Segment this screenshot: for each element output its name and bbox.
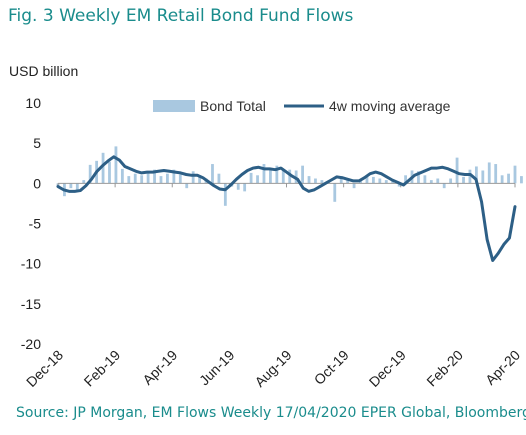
bar-bond-total xyxy=(288,169,292,184)
y-tick-label: -15 xyxy=(21,296,41,312)
chart-legend: Bond Total 4w moving average xyxy=(153,98,451,114)
source-note: Source: JP Morgan, EM Flows Weekly 17/04… xyxy=(16,405,526,421)
bar-bond-total xyxy=(114,146,118,184)
bar-bond-total xyxy=(474,166,478,184)
bar-bond-total xyxy=(108,161,111,184)
x-tick-label: Aug-19 xyxy=(251,347,294,390)
bar-bond-total xyxy=(429,180,433,184)
bond-total-bars xyxy=(56,146,523,206)
y-axis-unit-label: USD billion xyxy=(9,63,79,79)
bar-bond-total xyxy=(281,169,285,184)
bar-bond-total xyxy=(462,176,465,184)
x-tick-label: Apr-20 xyxy=(482,347,523,388)
bar-bond-total xyxy=(520,176,523,184)
bar-bond-total xyxy=(191,171,195,184)
legend-label-moving-average: 4w moving average xyxy=(329,98,451,114)
y-tick-label: -10 xyxy=(21,256,41,272)
bar-bond-total xyxy=(198,175,202,184)
bar-bond-total xyxy=(468,169,472,184)
bar-bond-total xyxy=(365,175,369,184)
bar-bond-total xyxy=(455,157,459,184)
bar-bond-total xyxy=(120,168,124,184)
bar-bond-total xyxy=(236,183,240,190)
x-tick-label: Feb-20 xyxy=(423,347,466,390)
bar-bond-total xyxy=(69,183,73,189)
bar-bond-total xyxy=(243,183,247,192)
x-tick-label: Feb-19 xyxy=(81,347,124,390)
bar-bond-total xyxy=(513,165,517,184)
bar-bond-total xyxy=(256,175,259,184)
y-tick-label: 0 xyxy=(33,175,41,191)
bar-bond-total xyxy=(397,183,401,187)
x-tick-label: Jun-19 xyxy=(196,347,238,389)
moving-average-line xyxy=(56,155,517,262)
x-tick-label: Apr-19 xyxy=(139,347,180,388)
bar-bond-total xyxy=(249,172,253,184)
bar-bond-total xyxy=(423,175,427,184)
bar-bond-total xyxy=(101,152,105,184)
bar-bond-total xyxy=(127,176,131,184)
bar-bond-total xyxy=(185,183,189,189)
legend-label-bond-total: Bond Total xyxy=(200,98,266,114)
bar-bond-total xyxy=(436,178,440,184)
bar-bond-total xyxy=(481,170,485,184)
y-tick-label: -5 xyxy=(29,216,42,232)
bar-bond-total xyxy=(153,169,156,184)
bar-bond-total xyxy=(75,183,79,191)
bar-bond-total xyxy=(211,164,214,184)
bar-bond-total xyxy=(301,165,304,184)
legend-swatch-bond-total xyxy=(153,100,195,112)
bar-bond-total xyxy=(404,175,407,184)
bar-bond-total xyxy=(178,174,182,184)
bar-bond-total xyxy=(339,176,343,184)
bar-bond-total xyxy=(417,171,420,184)
bar-bond-total xyxy=(384,180,388,184)
bar-bond-total xyxy=(172,169,176,184)
bar-bond-total xyxy=(371,176,375,184)
bar-bond-total xyxy=(146,171,150,184)
bar-bond-total xyxy=(500,175,504,184)
bar-bond-total xyxy=(314,178,317,184)
x-tick-label: Dec-18 xyxy=(23,347,66,390)
bar-bond-total xyxy=(507,173,510,184)
bar-bond-total xyxy=(217,173,221,184)
bar-bond-total xyxy=(378,178,382,184)
bar-bond-total xyxy=(140,175,144,184)
x-tick-label: Dec-19 xyxy=(366,347,409,390)
x-tick-label: Oct-19 xyxy=(311,347,352,388)
y-tick-label: 5 xyxy=(33,135,41,151)
bar-bond-total xyxy=(307,176,311,184)
bar-bond-total xyxy=(159,176,163,184)
bar-bond-total xyxy=(333,183,337,202)
bar-bond-total xyxy=(88,164,92,184)
bar-bond-total xyxy=(352,183,356,189)
bar-bond-total xyxy=(320,180,324,184)
bar-bond-total xyxy=(346,179,350,184)
chart-title: Fig. 3 Weekly EM Retail Bond Fund Flows xyxy=(8,6,354,26)
bar-bond-total xyxy=(275,165,279,184)
bar-bond-total xyxy=(442,183,446,189)
bar-bond-total xyxy=(494,164,498,184)
bar-bond-total xyxy=(449,178,453,184)
bar-bond-total xyxy=(166,173,169,184)
bar-bond-total xyxy=(82,180,86,184)
y-tick-label: 10 xyxy=(25,95,41,111)
bar-bond-total xyxy=(133,173,137,184)
bar-bond-total xyxy=(487,162,491,184)
y-tick-label: -20 xyxy=(21,336,41,352)
bar-bond-total xyxy=(262,164,266,184)
bar-bond-total xyxy=(269,168,272,184)
moving-average-line-group xyxy=(56,155,517,262)
bar-bond-total xyxy=(223,183,227,206)
